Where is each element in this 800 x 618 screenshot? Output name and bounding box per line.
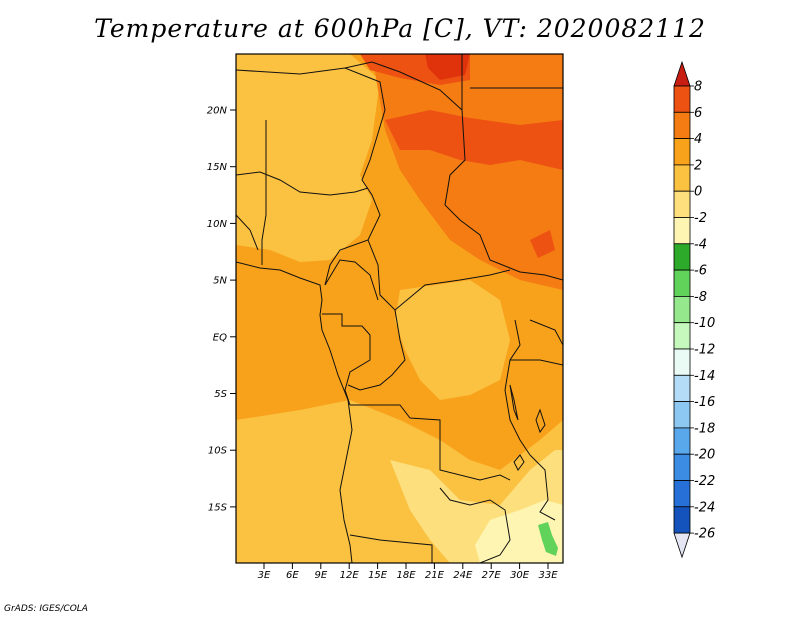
border-line [349,534,433,563]
colorbar-swatch [673,506,691,534]
field-light-band-north [236,54,380,262]
border-line [439,487,511,563]
colorbar-swatch [673,480,691,508]
border-line [324,259,379,301]
lat-tick-label: 15N [207,162,228,173]
field-green-patch [538,522,558,556]
map-frame [235,53,564,564]
lat-tick-label: 10N [207,219,228,230]
colorbar-label: -22 [694,474,715,489]
border-line [350,404,511,481]
lon-tick-label: 3E [258,570,271,581]
lon-tick-label: 6E [286,570,299,581]
colorbar-bottom-arrow [673,532,691,559]
longitude-axis: 3E 6E 9E 12E 15E 18E 21E 24E 27E 30E 33E [258,563,558,581]
border-line [529,454,556,521]
colorbar-swatch [673,190,691,218]
colorbar-label: -4 [694,237,707,252]
border-line [510,359,563,366]
field-palest-patch [475,500,563,563]
colorbar: 8 6 4 2 0 -2 -4 -6 -8 -10 -12 -14 -16 -18 -20 -22 -24 -26 [673,60,715,559]
lake-outline [509,384,519,421]
field-hot-patch [530,230,555,258]
colorbar-swatch [673,348,691,376]
colorbar-top-arrow [673,60,691,87]
lon-tick-label: 9E [314,570,327,581]
colorbar-swatch [673,427,691,455]
lat-tick-label: 5N [213,276,227,287]
lake-outline [535,408,546,434]
lake-outline [513,454,525,471]
border-line [261,120,267,265]
colorbar-swatch [673,269,691,297]
lon-tick-label: 30E [510,570,530,581]
lat-tick-label: 10S [208,446,228,457]
border-line [344,61,463,111]
field-hottest-patch [425,54,470,80]
colorbar-label: -2 [694,211,707,226]
lat-tick-label: 5S [214,389,227,400]
colorbar-swatch [673,401,691,429]
colorbar-swatch [673,453,691,481]
colorbar-label: 6 [694,106,702,121]
lon-tick-label: 33E [538,570,558,581]
latitude-axis: 20N 15N 10N 5N EQ 5S 10S 15S [207,106,236,513]
colorbar-swatch [673,243,691,271]
colorbar-swatch [673,322,691,350]
colorbar-swatch [673,138,691,166]
lat-tick-label: 20N [207,106,228,117]
credit-text: GrADS: IGES/COLA [4,604,88,614]
lat-tick-label: EQ [213,332,227,343]
lon-tick-label: 24E [453,570,473,581]
border-line [236,171,369,196]
country-borders [236,54,563,563]
lon-tick-label: 15E [368,570,388,581]
colorbar-swatch [673,164,691,192]
border-line [504,319,531,456]
colorbar-label: -12 [694,343,715,358]
field-hot-patch [385,110,563,170]
colorbar-label: 4 [694,132,702,147]
colorbar-label: -26 [694,527,715,542]
border-line [347,309,406,391]
lon-tick-label: 27E [482,570,502,581]
colorbar-label: -20 [694,448,715,463]
border-line [529,319,563,346]
colorbar-swatch [673,85,691,113]
temperature-field [236,54,563,563]
colorbar-label: -10 [694,316,715,331]
colorbar-label: -16 [694,395,715,410]
colorbar-label: -6 [694,264,707,279]
colorbar-swatch [673,217,691,245]
map-title: Temperature at 600hPa [C], VT: 202008211… [94,14,706,43]
colorbar-label: -24 [694,500,715,515]
colorbar-label: -14 [694,369,715,384]
colorbar-label: 2 [694,158,702,173]
colorbar-label: -18 [694,421,715,436]
lon-tick-label: 21E [425,570,445,581]
field-light-band-central [395,280,510,400]
border-line [444,54,563,281]
colorbar-label: -8 [694,290,707,305]
colorbar-label: 0 [694,185,702,200]
lon-tick-label: 12E [340,570,360,581]
border-line [367,239,511,311]
coastline [236,261,353,563]
border-line [322,313,371,406]
lat-tick-label: 15S [208,502,228,513]
lon-tick-label: 18E [396,570,416,581]
colorbar-label: 8 [694,80,702,95]
border-line [236,214,259,251]
colorbar-swatch [673,374,691,402]
colorbar-swatch [673,111,691,140]
colorbar-swatch [673,295,691,324]
